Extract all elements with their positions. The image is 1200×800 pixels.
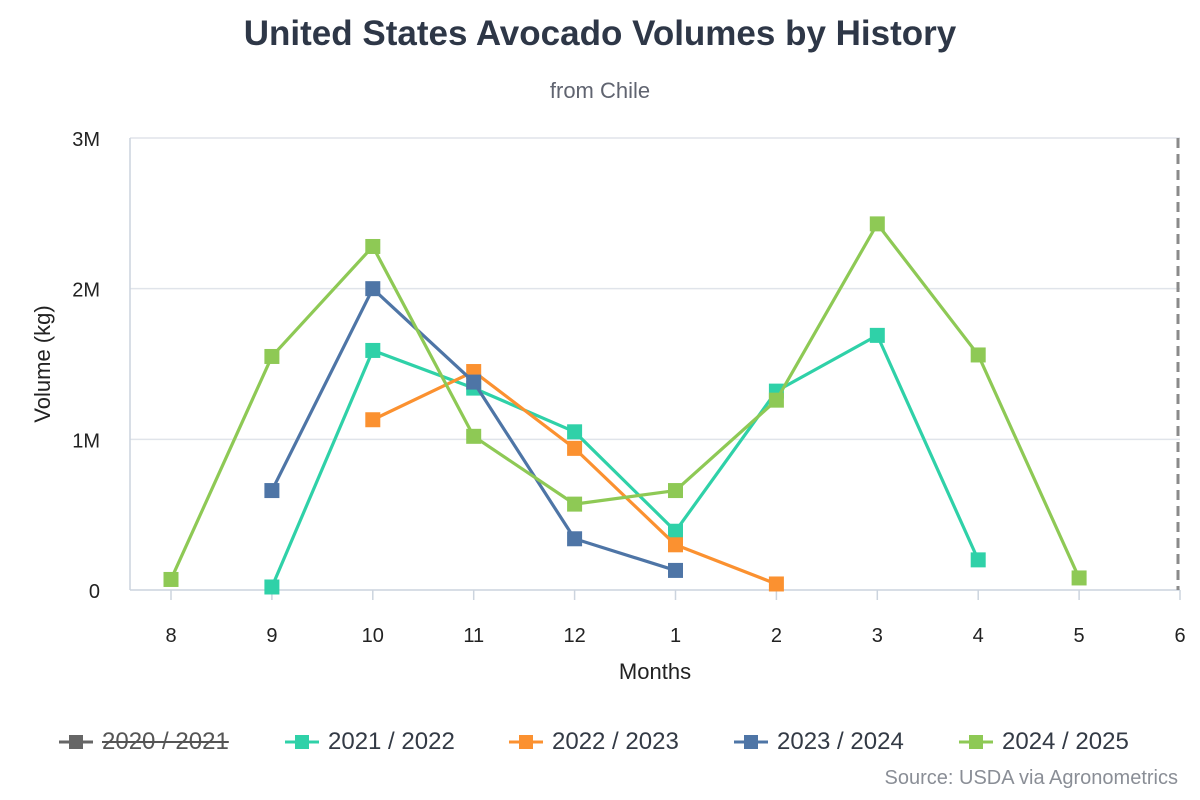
legend-label: 2022 / 2023	[552, 728, 679, 755]
legend: 2020 / 2021 2021 / 2022 2022 / 2023 2023 / …	[0, 724, 1200, 760]
data-point[interactable]	[466, 428, 482, 444]
series-2024-2025[interactable]	[163, 216, 1087, 587]
y-tick-label: 0	[89, 581, 100, 603]
legend-symbol	[59, 735, 93, 749]
source-credit: Source: USDA via Agronometrics	[884, 767, 1178, 789]
legend-label: 2020 / 2021	[102, 728, 229, 755]
data-point[interactable]	[768, 392, 784, 408]
data-point[interactable]	[264, 348, 280, 364]
legend-symbol	[285, 735, 319, 749]
legend-symbol	[509, 735, 543, 749]
chart-title: United States Avocado Volumes by History	[243, 14, 957, 53]
data-point[interactable]	[668, 523, 683, 539]
legend-symbol	[959, 735, 993, 749]
series-2023-2024[interactable]	[264, 281, 683, 578]
legend-item[interactable]: 2020 / 2021	[58, 724, 229, 760]
grid-lines	[130, 137, 1180, 441]
legend-label: 2023 / 2024	[777, 728, 904, 755]
series-2022-2023[interactable]	[365, 364, 784, 592]
series-layer	[163, 216, 1087, 595]
x-tick-label: 6	[1174, 625, 1185, 647]
x-tick-label: 11	[463, 625, 484, 647]
x-tick-label: 9	[266, 625, 277, 647]
x-tick-label: 12	[563, 625, 585, 647]
data-point[interactable]	[264, 579, 280, 595]
data-point[interactable]	[163, 571, 179, 587]
data-point[interactable]	[970, 347, 986, 363]
chart-subtitle: from Chile	[549, 78, 651, 103]
x-tick-label: 3	[872, 625, 883, 647]
data-point[interactable]	[668, 537, 683, 553]
data-point[interactable]	[869, 327, 885, 343]
data-point[interactable]	[466, 374, 482, 390]
x-tick-label: 10	[362, 625, 384, 647]
data-point[interactable]	[970, 552, 986, 568]
data-point[interactable]	[668, 562, 683, 578]
legend-label: 2024 / 2025	[1002, 728, 1129, 755]
data-point[interactable]	[668, 483, 683, 499]
legend-symbol	[734, 735, 768, 749]
data-point[interactable]	[365, 238, 381, 254]
series-line	[169, 222, 1081, 582]
legend-item[interactable]: 2022 / 2023	[508, 724, 679, 760]
x-tick-label: 1	[670, 625, 681, 647]
x-tick-label: 2	[771, 625, 782, 647]
data-point[interactable]	[567, 440, 583, 456]
x-tick-label: 4	[973, 625, 984, 647]
data-point[interactable]	[768, 576, 784, 592]
data-point[interactable]	[365, 281, 381, 297]
y-axis-title: Volume (kg)	[30, 305, 55, 422]
y-tick-label: 2M	[72, 280, 100, 302]
legend-item[interactable]: 2021 / 2022	[284, 724, 455, 760]
data-point[interactable]	[365, 412, 381, 428]
y-tick-label: 3M	[72, 129, 100, 151]
x-tick-label: 8	[165, 625, 176, 647]
data-point[interactable]	[869, 216, 885, 232]
data-point[interactable]	[264, 483, 280, 499]
x-axis-title: Months	[619, 659, 691, 684]
legend-label: 2021 / 2022	[328, 728, 455, 755]
legend-item[interactable]: 2024 / 2025	[958, 724, 1129, 760]
legend-item[interactable]: 2023 / 2024	[733, 724, 904, 760]
data-point[interactable]	[1071, 570, 1087, 586]
data-point[interactable]	[567, 424, 583, 440]
data-point[interactable]	[567, 496, 583, 512]
series-line	[270, 333, 980, 589]
data-point[interactable]	[365, 342, 381, 358]
x-tick-label: 5	[1074, 625, 1085, 647]
data-point[interactable]	[567, 531, 583, 547]
y-tick-label: 1M	[72, 430, 100, 452]
